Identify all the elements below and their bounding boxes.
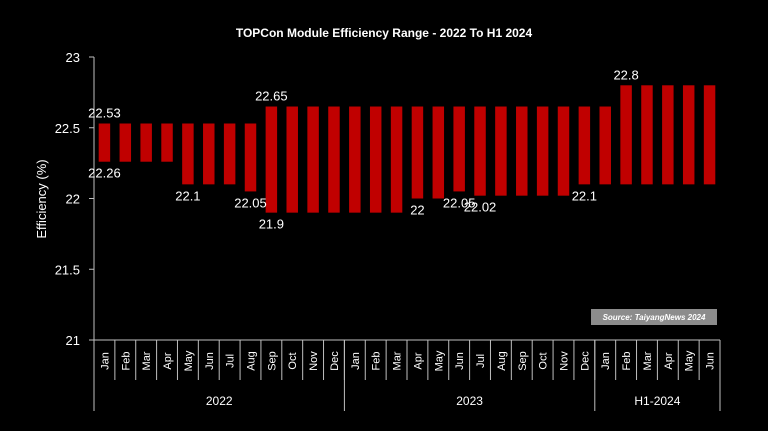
bar xyxy=(140,123,152,162)
bar xyxy=(119,123,132,162)
x-tick-label: Nov xyxy=(308,351,320,371)
x-tick-label: Feb xyxy=(120,352,132,371)
bar xyxy=(495,106,507,196)
x-tick-label: Mar xyxy=(141,351,153,370)
bar xyxy=(536,106,549,196)
bar xyxy=(578,106,591,185)
bar xyxy=(223,123,236,185)
data-label: 22.8 xyxy=(613,67,638,82)
bar xyxy=(662,85,674,185)
y-axis-label: Efficiency (%) xyxy=(34,159,49,238)
x-tick-label: May xyxy=(433,350,445,371)
bar xyxy=(182,123,194,185)
bar xyxy=(98,123,111,162)
bar xyxy=(599,106,611,185)
x-tick-label: Apr xyxy=(162,352,174,369)
data-label: 21.9 xyxy=(259,217,284,232)
data-label: 22.65 xyxy=(255,89,288,104)
x-tick-label: Mar xyxy=(642,351,654,370)
bar xyxy=(286,106,298,213)
bar xyxy=(557,106,570,196)
y-tick-label: 22 xyxy=(66,192,80,207)
source-box: Source: TaiyangNews 2024 xyxy=(591,309,717,325)
data-label: 22.1 xyxy=(175,188,200,203)
x-tick-label: Oct xyxy=(287,352,299,369)
data-label: 22.05 xyxy=(234,195,267,210)
bar xyxy=(161,123,173,162)
x-tick-label: Jun xyxy=(705,352,717,370)
x-tick-label: Feb xyxy=(621,352,633,371)
x-tick-label: Oct xyxy=(538,352,550,369)
x-tick-label: Dec xyxy=(329,351,341,371)
bar xyxy=(516,106,528,196)
x-axis: Jan Feb Mar Apr May Jun Jul Aug Sep Oct Nov Dec Jan F… xyxy=(93,339,721,411)
x-tick-label: Apr xyxy=(663,352,675,369)
chart-title: TOPCon Module Efficiency Range - 2022 To… xyxy=(236,26,533,40)
x-tick-label: Jan xyxy=(600,352,612,370)
data-label: 22.53 xyxy=(88,106,121,121)
bar xyxy=(620,85,632,185)
x-tick-label: Jul xyxy=(225,354,237,368)
bar xyxy=(474,106,486,196)
group-label: 2022 xyxy=(206,394,233,408)
x-tick-label: Jul xyxy=(475,354,487,368)
x-tick-label: May xyxy=(183,350,195,371)
bar xyxy=(369,106,382,213)
data-label: 22.02 xyxy=(464,200,497,215)
bar xyxy=(641,85,653,185)
bar xyxy=(265,106,278,213)
axes: 21 21.5 22 22.5 23 xyxy=(55,50,95,348)
x-tick-label: Sep xyxy=(517,351,529,371)
x-tick-label: May xyxy=(684,350,696,371)
bar xyxy=(203,123,215,185)
bar xyxy=(328,106,340,213)
x-tick-label: Aug xyxy=(246,351,258,371)
y-tick-label: 21.5 xyxy=(55,262,80,277)
x-tick-label: Aug xyxy=(496,351,508,371)
group-label: 2023 xyxy=(456,394,483,408)
x-tick-label: Sep xyxy=(266,351,278,371)
bar xyxy=(682,85,695,185)
y-tick-label: 22.5 xyxy=(55,121,80,136)
bar xyxy=(703,85,716,185)
bar xyxy=(244,123,257,192)
data-label: 22 xyxy=(410,203,424,218)
data-label: 22.1 xyxy=(572,188,597,203)
data-label: 22.05 xyxy=(443,195,476,210)
bar xyxy=(390,106,403,213)
source-label: Source: TaiyangNews 2024 xyxy=(603,313,706,322)
x-tick-label: Feb xyxy=(371,352,383,371)
x-tick-label: Jun xyxy=(454,352,466,370)
y-tick-label: 23 xyxy=(66,50,80,65)
x-tick-label: Jan xyxy=(99,352,111,370)
bar xyxy=(307,106,319,213)
x-tick-label: Apr xyxy=(412,352,424,369)
x-tick-label: Nov xyxy=(559,351,571,371)
x-tick-label: Jun xyxy=(204,352,216,370)
bar xyxy=(349,106,361,213)
bar xyxy=(432,106,445,199)
x-tick-label: Dec xyxy=(579,351,591,371)
x-tick-label: Jan xyxy=(350,352,362,370)
bars xyxy=(98,85,716,213)
data-label: 22.26 xyxy=(88,166,121,181)
bar xyxy=(411,106,424,199)
bar xyxy=(453,106,465,192)
x-tick-label: Mar xyxy=(392,351,404,370)
y-tick-label: 21 xyxy=(66,333,80,348)
group-label: H1-2024 xyxy=(634,394,680,408)
